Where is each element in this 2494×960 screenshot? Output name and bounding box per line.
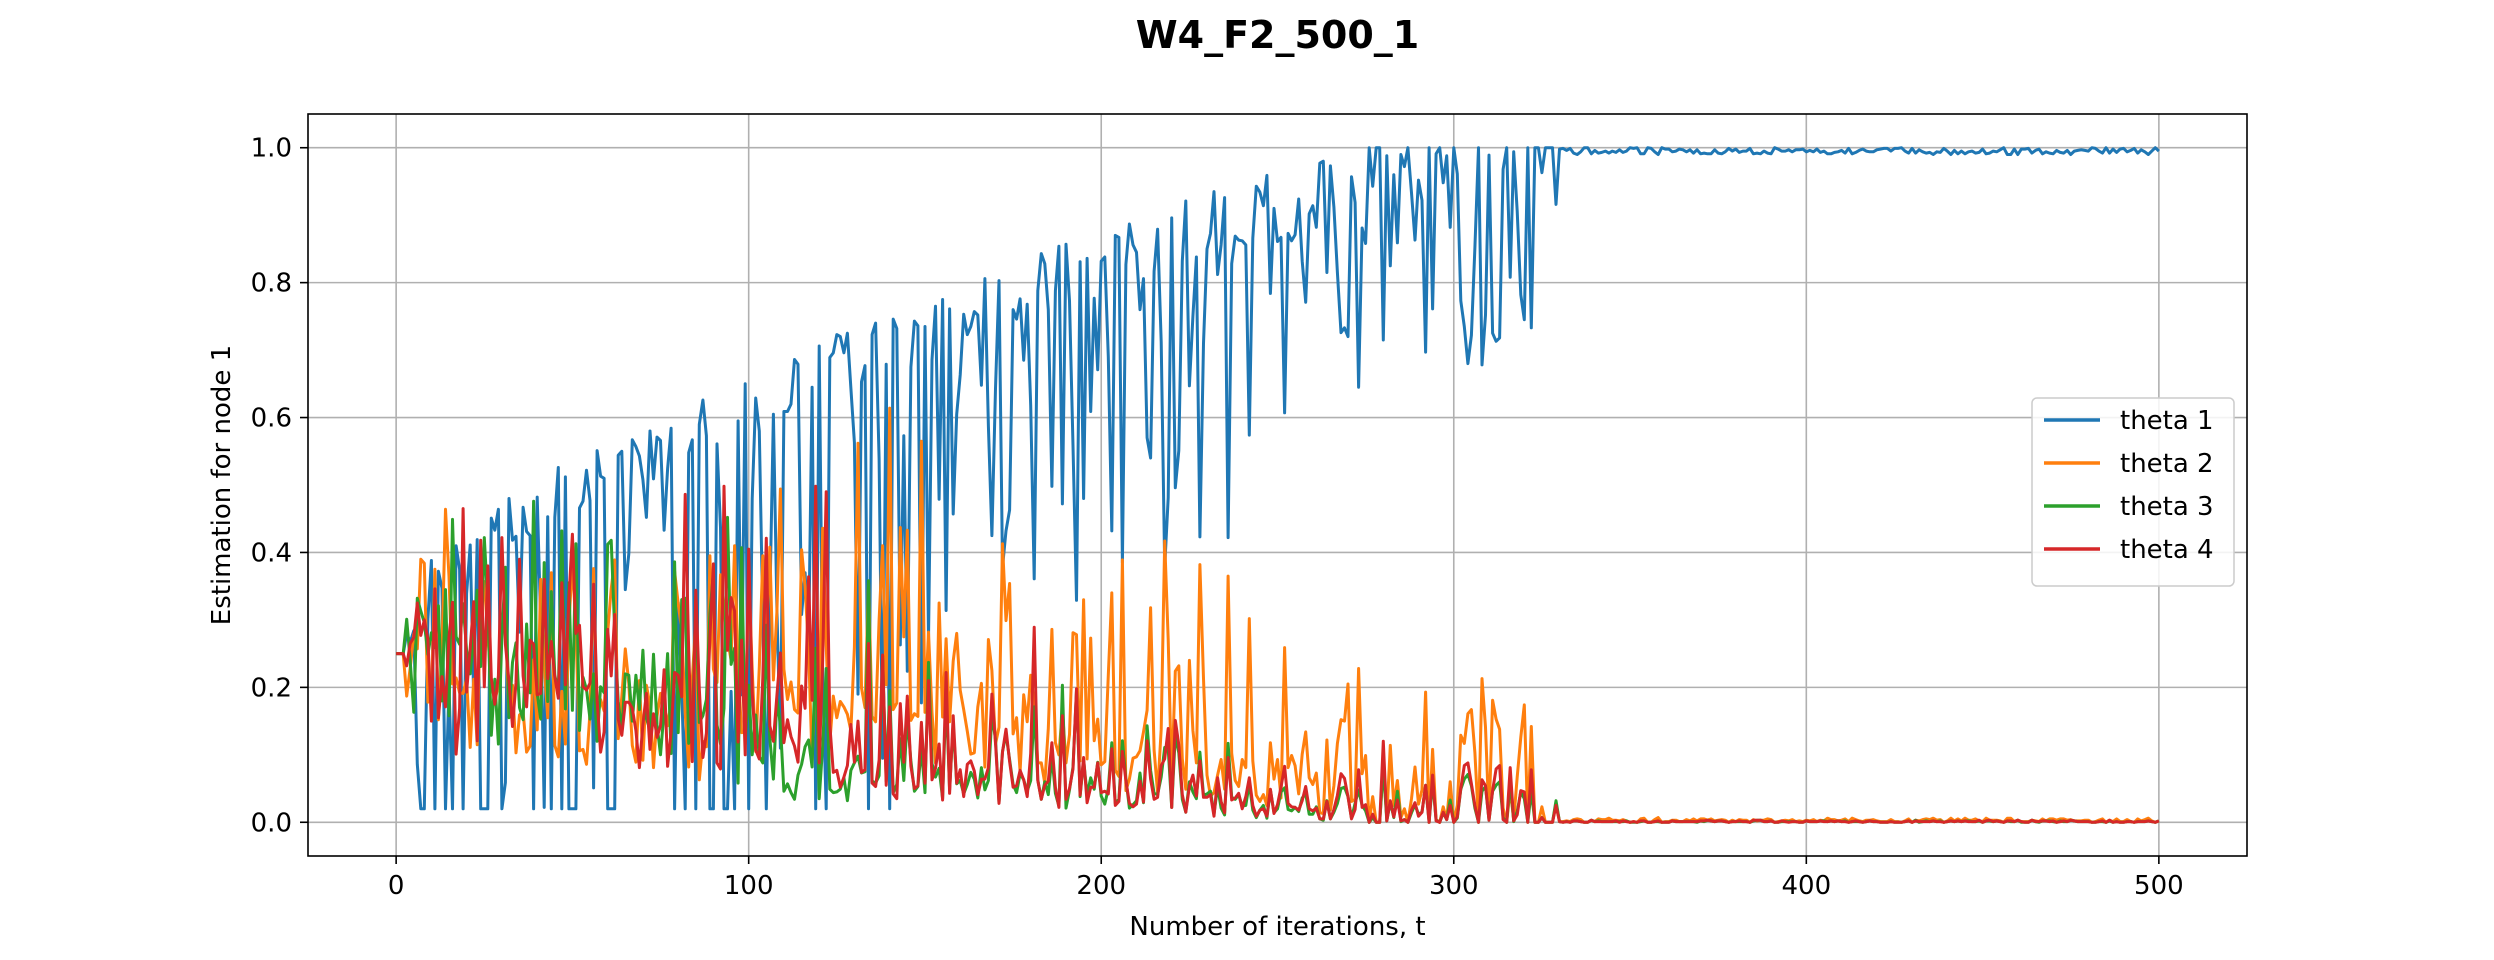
legend-label-theta-3: theta 3 (2120, 492, 2214, 522)
legend-label-theta-4: theta 4 (2120, 535, 2214, 565)
legend-label-theta-1: theta 1 (2120, 406, 2214, 436)
y-tick-label: 0.6 (251, 404, 292, 434)
x-tick-label: 300 (1429, 871, 1479, 901)
x-tick-label: 100 (724, 871, 774, 901)
y-tick-label: 0.4 (251, 538, 292, 568)
y-tick-label: 0.8 (251, 269, 292, 299)
x-axis-label: Number of iterations, t (1129, 912, 1425, 942)
series-line-theta-1 (396, 146, 2160, 811)
series-lines (396, 146, 2160, 824)
plot-frame (307, 113, 2248, 857)
series-line-theta-4 (396, 484, 2160, 824)
legend-label-theta-2: theta 2 (2120, 449, 2214, 479)
chart-title: W4_F2_500_1 (1136, 13, 1420, 57)
y-tick-label: 1.0 (251, 134, 292, 164)
x-tick-label: 400 (1781, 871, 1831, 901)
x-tick-label: 500 (2134, 871, 2184, 901)
x-tick-label: 0 (388, 871, 405, 901)
axis-ticks: 0 100 200 300 400 500 0.0 0.2 0.4 0.6 0.8 1.0 (251, 134, 2184, 901)
y-tick-label: 0.0 (251, 808, 292, 838)
legend: theta 1 theta 2 theta 3 theta 4 (2031, 397, 2235, 587)
legend-box (2031, 397, 2235, 587)
y-axis-label: Estimation for node 1 (207, 345, 237, 625)
y-tick-label: 0.2 (251, 673, 292, 703)
x-tick-label: 200 (1076, 871, 1126, 901)
